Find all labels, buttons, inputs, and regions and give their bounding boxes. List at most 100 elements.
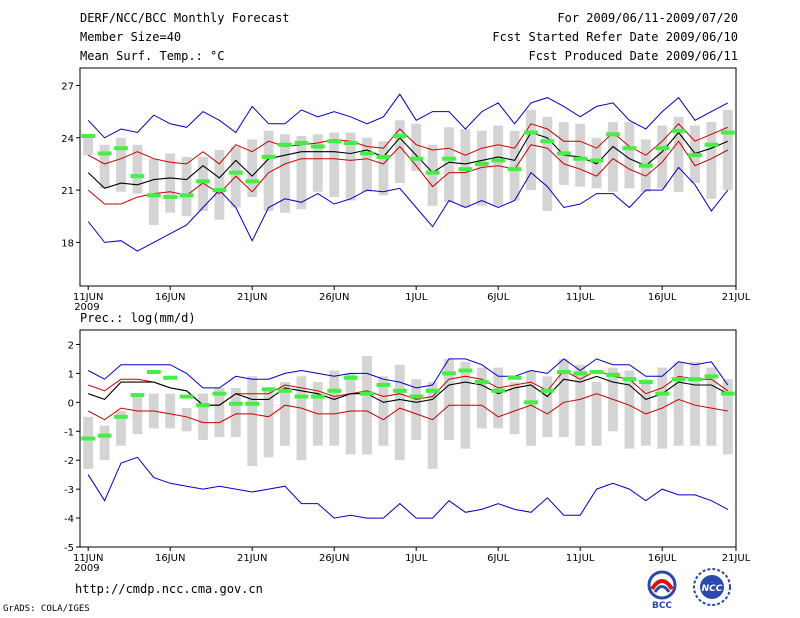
temp-xtick-label: 11JUL: [566, 292, 595, 303]
prec-ytick-label: -3: [64, 485, 74, 496]
temp-marker: [114, 146, 128, 151]
prec-marker: [507, 375, 522, 380]
prec-panel: -5 -4 -3 -2 -1 0 1 2 11JUN 16JUN 21JUN 26JUN 1JUL 6JU…: [64, 311, 751, 574]
prec-box: [394, 364, 405, 461]
temp-box: [526, 109, 536, 191]
temp-box: [378, 141, 389, 196]
prec-box: [542, 376, 553, 438]
prec-box: [640, 379, 651, 446]
prec-box: [263, 387, 274, 458]
prec-box: [526, 370, 536, 446]
prec-box: [624, 370, 635, 449]
temp-marker: [146, 193, 161, 198]
prec-marker: [179, 394, 194, 399]
prec-max-line: [87, 358, 729, 389]
temp-box: [722, 109, 733, 191]
temp-ytick-label: 27: [61, 81, 74, 92]
prec-xtick-label: 11JUN: [73, 553, 103, 564]
prec-box: [378, 376, 389, 446]
prec-marker: [409, 394, 424, 399]
temp-box: [706, 122, 717, 199]
prec-box: [345, 373, 356, 455]
bcc-logo: BCC: [647, 570, 677, 611]
temp-mean-line: [87, 131, 729, 189]
prec-marker: [655, 391, 670, 396]
prec-box: [198, 393, 208, 440]
started-date: Fcst Started Refer Date 2009/06/10: [492, 30, 738, 44]
prec-box: [722, 379, 733, 455]
prec-box: [558, 358, 569, 438]
prec-box: [411, 379, 422, 440]
ncc-logo: NCC: [693, 568, 731, 606]
prec-marker: [360, 391, 374, 396]
temp-marker: [97, 151, 112, 156]
temp-box: [214, 149, 225, 220]
prec-marker: [425, 388, 440, 393]
temp-box: [148, 158, 159, 225]
temp-ytick-label: 24: [61, 134, 74, 145]
temp-marker: [507, 167, 522, 172]
temp-box: [362, 137, 372, 192]
prec-marker: [196, 403, 210, 408]
temp-box: [673, 116, 684, 192]
prec-marker: [606, 372, 620, 377]
temp-marker: [540, 139, 555, 144]
prec-box: [230, 387, 241, 438]
prec-box: [690, 361, 700, 446]
temp-marker: [638, 163, 653, 168]
prec-box: [493, 367, 504, 429]
prec-min-line: [87, 456, 729, 519]
prec-lower-line: [87, 393, 728, 424]
prec-xtick-label: 6JUL: [487, 553, 510, 564]
temp-xtick-label: 16JUL: [648, 292, 677, 303]
temp-marker: [606, 132, 620, 137]
temp-marker: [622, 146, 637, 151]
prec-marker: [720, 391, 735, 396]
prec-marker: [442, 371, 456, 376]
temp-marker: [327, 139, 342, 144]
temp-box: [198, 156, 208, 212]
temp-box: [476, 130, 487, 206]
temp-marker: [392, 134, 407, 139]
prec-box: [509, 382, 520, 435]
prec-marker: [245, 401, 260, 406]
temp-box: [181, 156, 192, 217]
prec-marker: [212, 391, 227, 396]
temp-marker: [278, 142, 292, 147]
footer-url: http://cmdp.ncc.cma.gov.cn: [75, 582, 263, 596]
prec-marker: [146, 369, 161, 374]
prec-year-label: 2009: [74, 563, 99, 574]
prec-xtick-label: 1JUL: [405, 553, 428, 564]
temp-marker: [228, 170, 243, 175]
temp-box: [165, 153, 176, 213]
header-right: For 2009/06/11-2009/07/20 Fcst Started R…: [492, 10, 738, 67]
prec-box: [706, 367, 717, 446]
temp-marker: [704, 142, 719, 147]
prec-marker: [376, 382, 391, 387]
temp-max-line: [87, 93, 729, 139]
prec-marker: [458, 368, 473, 373]
prec-box: [83, 416, 94, 469]
prec-ytick-label: 2: [68, 340, 74, 351]
produced-date: Fcst Produced Date 2009/06/11: [528, 49, 738, 63]
temp-upper-line: [87, 123, 728, 165]
temp-marker: [573, 156, 588, 161]
member-size-label: Member Size=40: [80, 30, 182, 44]
ncc-logo-text: NCC: [702, 584, 723, 594]
prec-marker: [704, 374, 719, 379]
temp-marker: [458, 167, 473, 172]
prec-mean-line: [88, 375, 729, 406]
temp-xtick-label: 21JUN: [237, 292, 267, 303]
forecast-title: DERF/NCC/BCC Monthly Forecast: [80, 11, 290, 25]
temp-box: [312, 134, 323, 192]
temp-box: [608, 122, 618, 192]
temp-frame: [79, 67, 737, 287]
grads-credit: GrADS: COLA/IGES: [3, 604, 90, 614]
prec-marker: [524, 400, 538, 405]
prec-marker: [81, 436, 96, 441]
prec-marker: [573, 371, 588, 376]
temp-marker: [474, 161, 489, 166]
temp-marker: [360, 151, 374, 156]
temp-box: [575, 123, 586, 187]
prec-marker: [556, 369, 571, 374]
